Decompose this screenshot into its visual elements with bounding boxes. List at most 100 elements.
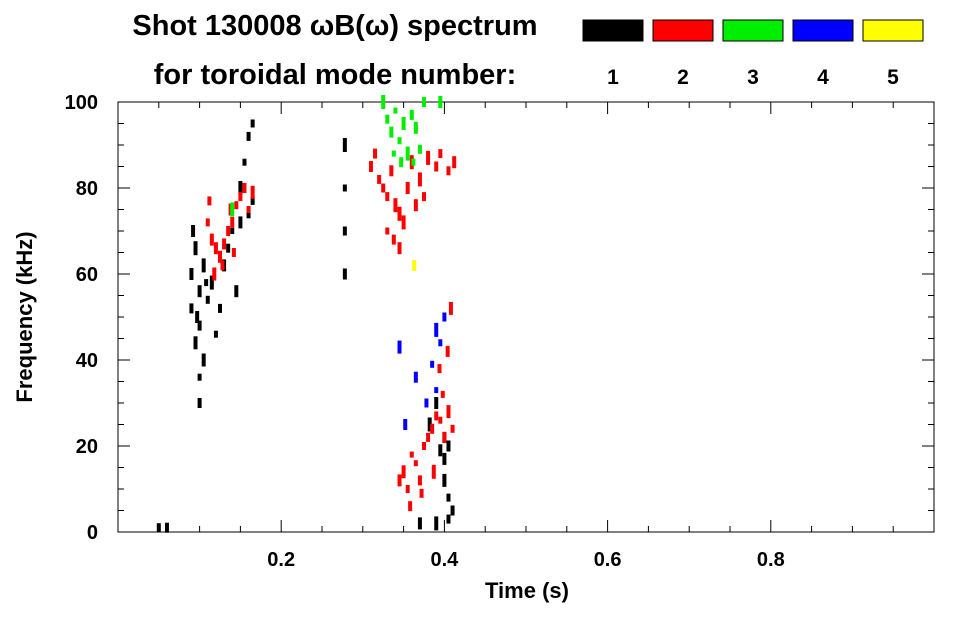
- spectral-point: [434, 322, 439, 337]
- spectral-point: [250, 185, 255, 199]
- series-mode-4: [397, 312, 447, 430]
- spectral-point: [408, 501, 413, 512]
- spectral-point: [438, 416, 443, 424]
- spectral-point: [385, 192, 390, 202]
- spectral-point: [419, 488, 424, 498]
- spectral-point: [397, 137, 402, 145]
- spectral-point: [230, 216, 235, 228]
- spectral-point: [422, 192, 426, 202]
- series-mode-3: [230, 95, 443, 217]
- spectral-point: [434, 397, 439, 409]
- spectral-point: [430, 360, 435, 368]
- spectral-point: [438, 149, 443, 159]
- spectral-point: [405, 182, 410, 194]
- spectral-point: [226, 243, 231, 253]
- spectral-point: [205, 218, 210, 227]
- spectral-point: [389, 165, 394, 177]
- x-tick-label: 0.6: [594, 549, 622, 571]
- spectral-point: [434, 411, 439, 421]
- data-layer: [156, 95, 457, 533]
- spectral-point: [431, 464, 436, 479]
- y-tick-label: 20: [76, 436, 98, 458]
- spectral-point: [409, 109, 414, 120]
- spectral-point: [445, 345, 450, 357]
- spectral-point: [417, 144, 422, 154]
- spectral-point: [230, 228, 235, 234]
- spectral-point: [397, 474, 402, 487]
- spectral-point: [442, 431, 447, 443]
- chart-title: Shot 130008 ωB(ω) spectrum: [132, 10, 537, 42]
- spectral-point: [442, 473, 447, 487]
- spectral-point: [446, 493, 451, 502]
- spectral-point: [220, 260, 225, 271]
- spectral-point: [450, 505, 455, 516]
- spectral-point: [246, 206, 251, 213]
- spectral-point: [201, 353, 206, 367]
- spectral-point: [401, 465, 406, 479]
- spectral-point: [226, 226, 231, 236]
- spectral-point: [234, 285, 239, 298]
- y-tick-label: 60: [76, 264, 98, 286]
- spectral-point: [391, 234, 396, 245]
- spectral-point: [413, 199, 418, 212]
- spectral-point: [209, 233, 214, 246]
- spectral-point: [342, 226, 347, 236]
- spectral-point: [399, 157, 404, 168]
- x-tick-label: 0.8: [757, 549, 785, 571]
- spectral-point: [246, 131, 251, 141]
- plot-frame: [117, 101, 935, 533]
- spectral-point: [218, 303, 222, 313]
- spectral-point: [391, 150, 396, 157]
- spectral-point: [401, 117, 406, 130]
- spectral-point: [446, 514, 451, 524]
- spectral-point: [448, 301, 453, 315]
- series-mode-2: [205, 148, 457, 512]
- spectral-point: [413, 121, 418, 134]
- spectral-point: [197, 285, 202, 298]
- spectral-point: [389, 126, 394, 138]
- x-tick-label: 0.2: [267, 549, 295, 571]
- spectral-point: [209, 275, 214, 290]
- spectral-point: [405, 485, 410, 493]
- spectral-point: [385, 114, 390, 124]
- legend-label-5: 5: [887, 66, 899, 89]
- series-mode-5: [412, 259, 417, 271]
- spectral-point: [195, 311, 200, 323]
- spectral-point: [342, 184, 347, 192]
- spectral-point: [446, 166, 451, 176]
- spectral-point: [205, 295, 210, 304]
- spectral-point: [437, 364, 442, 374]
- spectral-point: [401, 215, 406, 230]
- spectral-point: [381, 183, 386, 193]
- spectral-point: [422, 97, 426, 107]
- spectral-point: [393, 198, 398, 213]
- spectral-point: [238, 192, 243, 202]
- spectral-point: [238, 181, 243, 195]
- y-tick-label: 40: [76, 350, 98, 372]
- spectral-point: [422, 442, 426, 450]
- spectral-point: [409, 451, 414, 458]
- spectral-point: [197, 373, 202, 381]
- spectral-point: [438, 339, 443, 347]
- spectral-point: [397, 340, 402, 354]
- spectral-point: [222, 238, 227, 250]
- spectral-point: [204, 279, 209, 287]
- spectral-point: [452, 156, 457, 169]
- spectral-point: [397, 242, 402, 255]
- spectral-point: [189, 268, 194, 280]
- spectral-point: [197, 320, 202, 331]
- legend-swatch-1: [582, 19, 644, 42]
- spectral-point: [189, 303, 194, 314]
- spectral-point: [242, 158, 247, 166]
- x-axis-label: Time (s): [485, 578, 569, 603]
- spectral-point: [438, 96, 443, 108]
- spectral-point: [250, 119, 255, 128]
- x-tick-label: 0.4: [430, 549, 459, 571]
- spectral-point: [442, 312, 447, 322]
- spectral-point: [230, 202, 235, 217]
- spectral-point: [201, 258, 206, 273]
- spectral-point: [403, 419, 408, 430]
- spectral-point: [430, 423, 435, 434]
